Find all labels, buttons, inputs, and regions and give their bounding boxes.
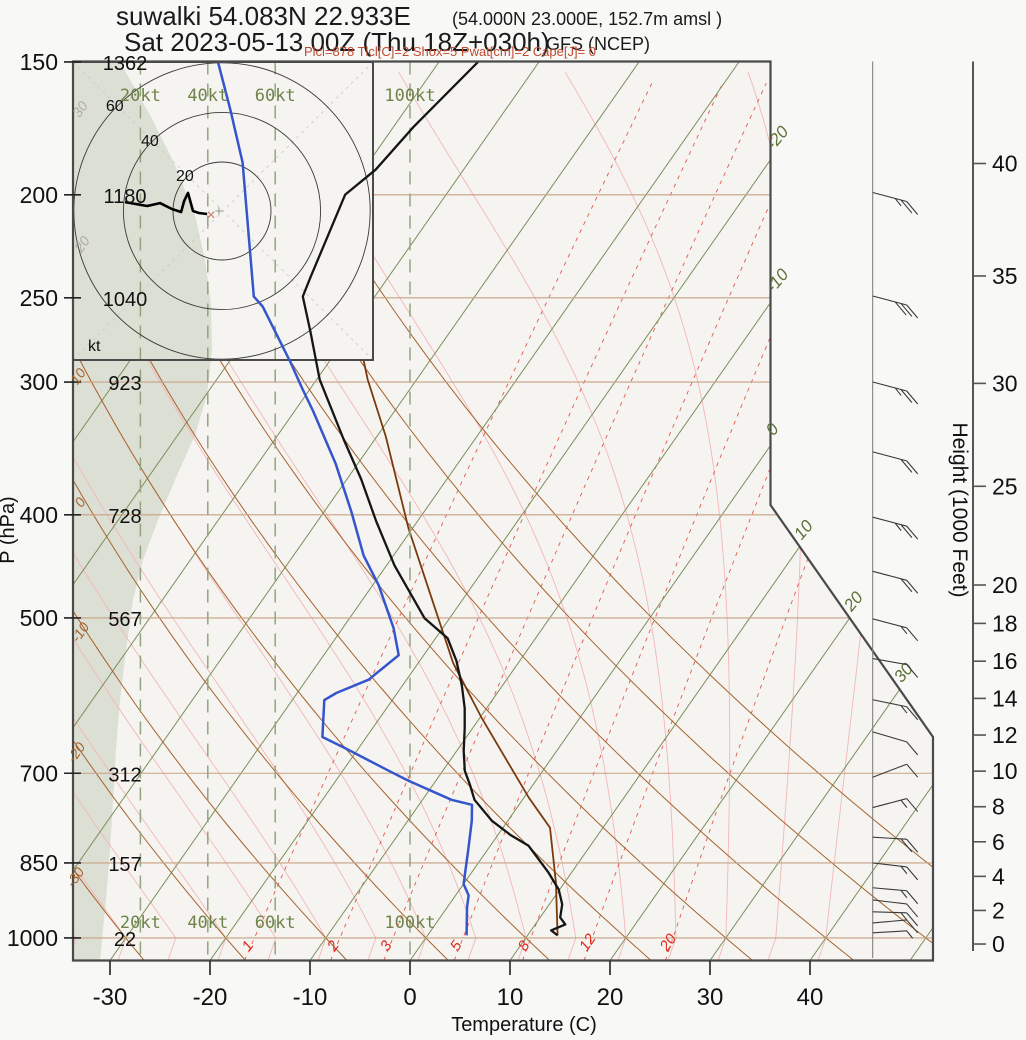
pressure-tick-label: 150 [20, 49, 58, 75]
wind-barb-column [872, 61, 919, 958]
wind-barb [872, 295, 919, 319]
valid-datetime: Sat 2023-05-13 00Z (Thu 18Z+030h) [124, 27, 550, 57]
hodograph-unit-label: kt [88, 338, 101, 355]
speed-line-label: 100kt [384, 913, 435, 933]
wind-barb [872, 699, 919, 721]
wind-barb [872, 887, 919, 905]
speed-line-label: 40kt [187, 86, 228, 106]
temp-tick-label: -20 [193, 984, 228, 1011]
height-dam-label: 312 [108, 764, 141, 786]
pressure-tick-label: 400 [20, 502, 58, 528]
pressure-tick-label: 300 [20, 369, 58, 395]
height-dam-label: 567 [108, 609, 141, 631]
temp-tick-label: 10 [497, 984, 524, 1011]
station-title: suwalki 54.083N 22.933E [116, 1, 411, 31]
wind-barb [872, 731, 919, 756]
plot-border [71, 60, 935, 962]
wind-barb [872, 862, 919, 881]
speed-line-label: 40kt [187, 913, 228, 933]
speed-line-label: 100kt [384, 86, 435, 106]
height-dam-label: 157 [108, 854, 141, 876]
pressure-tick-label: 850 [20, 850, 58, 876]
wind-barb [872, 381, 919, 405]
wind-barb [872, 451, 919, 475]
temperature-curve [301, 61, 567, 937]
temp-tick-label: 0 [403, 984, 416, 1011]
shaded-region [73, 62, 212, 960]
temp-tick-label: 30 [697, 984, 724, 1011]
height-tick-label: 25 [992, 473, 1018, 499]
wind-barb [872, 618, 919, 642]
height-dam-label: 22 [114, 929, 136, 951]
temp-tick-label: -30 [93, 984, 128, 1011]
hodograph-center-marker: + [215, 203, 224, 220]
height-tick-label: 2 [992, 897, 1005, 923]
temp-tick-label: 40 [797, 984, 824, 1011]
height-tick-label: 20 [992, 572, 1018, 598]
speed-line-label: 60kt [255, 86, 296, 106]
wind-barb [872, 516, 919, 540]
temp-tick-label: 20 [597, 984, 624, 1011]
wind-barb [872, 836, 919, 853]
wind-barb [872, 191, 919, 215]
hodograph-ring-label: 20 [176, 168, 194, 185]
dewpoint-curve [216, 61, 474, 936]
height-tick-label: 0 [992, 931, 1005, 957]
height-tick-label: 40 [992, 151, 1018, 177]
height-tick-label: 35 [992, 263, 1018, 289]
pressure-tick-label: 250 [20, 285, 58, 311]
height-dam-label: 1040 [103, 289, 148, 311]
speed-line-label: 20kt [120, 86, 161, 106]
height-tick-label: 16 [992, 648, 1018, 674]
temp-axis-title: Temperature (C) [451, 1014, 597, 1036]
pressure-tick-label: 500 [20, 605, 58, 631]
height-axis-title: Height (1000 Feet) [948, 422, 971, 597]
temp-tick-label: -10 [293, 984, 328, 1011]
pressure-tick-label: 1000 [7, 925, 58, 951]
speed-line-label: 60kt [255, 913, 296, 933]
speed-reference-lines [139, 61, 411, 961]
height-tick-label: 14 [992, 685, 1018, 711]
height-tick-label: 4 [992, 863, 1005, 889]
wind-barb [872, 657, 919, 678]
parcel-ascent-curve [344, 264, 559, 936]
height-tick-label: 10 [992, 758, 1018, 784]
wind-barb [872, 911, 919, 927]
pressure-tick-label: 200 [20, 182, 58, 208]
wind-barb [872, 570, 919, 594]
hodograph-ring-label: 40 [141, 133, 159, 150]
height-tick-label: 6 [992, 829, 1005, 855]
height-dam-label: 1362 [103, 53, 148, 75]
pressure-tick-label: 700 [20, 760, 58, 786]
wind-barb [872, 930, 914, 939]
height-tick-label: 12 [992, 722, 1018, 748]
sounding-parameters: Plcl=878 Tlcl[C]=2 Shox=5 Pwat[cm]=2 Cap… [303, 44, 597, 59]
height-dam-label: 728 [108, 506, 141, 528]
model-name: GFS (NCEP) [546, 34, 651, 54]
wind-barb [872, 899, 919, 918]
pressure-axis-title: P (hPa) [0, 496, 19, 563]
station-coords: (54.000N 23.000E, 152.7m amsl ) [452, 9, 723, 29]
wind-barb [872, 763, 919, 778]
height-dam-label: 1180 [103, 186, 146, 208]
wind-barb [872, 798, 919, 812]
wind-barb [872, 919, 919, 934]
height-tick-label: 18 [992, 610, 1018, 636]
hodograph-ring-label: 60 [106, 98, 124, 115]
height-tick-label: 30 [992, 370, 1018, 396]
height-tick-label: 8 [992, 794, 1005, 820]
height-dam-label: 923 [108, 373, 141, 395]
hodograph-trace [124, 191, 208, 216]
hodograph-origin-marker: × [206, 207, 215, 224]
dry-adiabat-label: 20 [70, 233, 93, 256]
speed-line-label: 20kt [120, 913, 161, 933]
